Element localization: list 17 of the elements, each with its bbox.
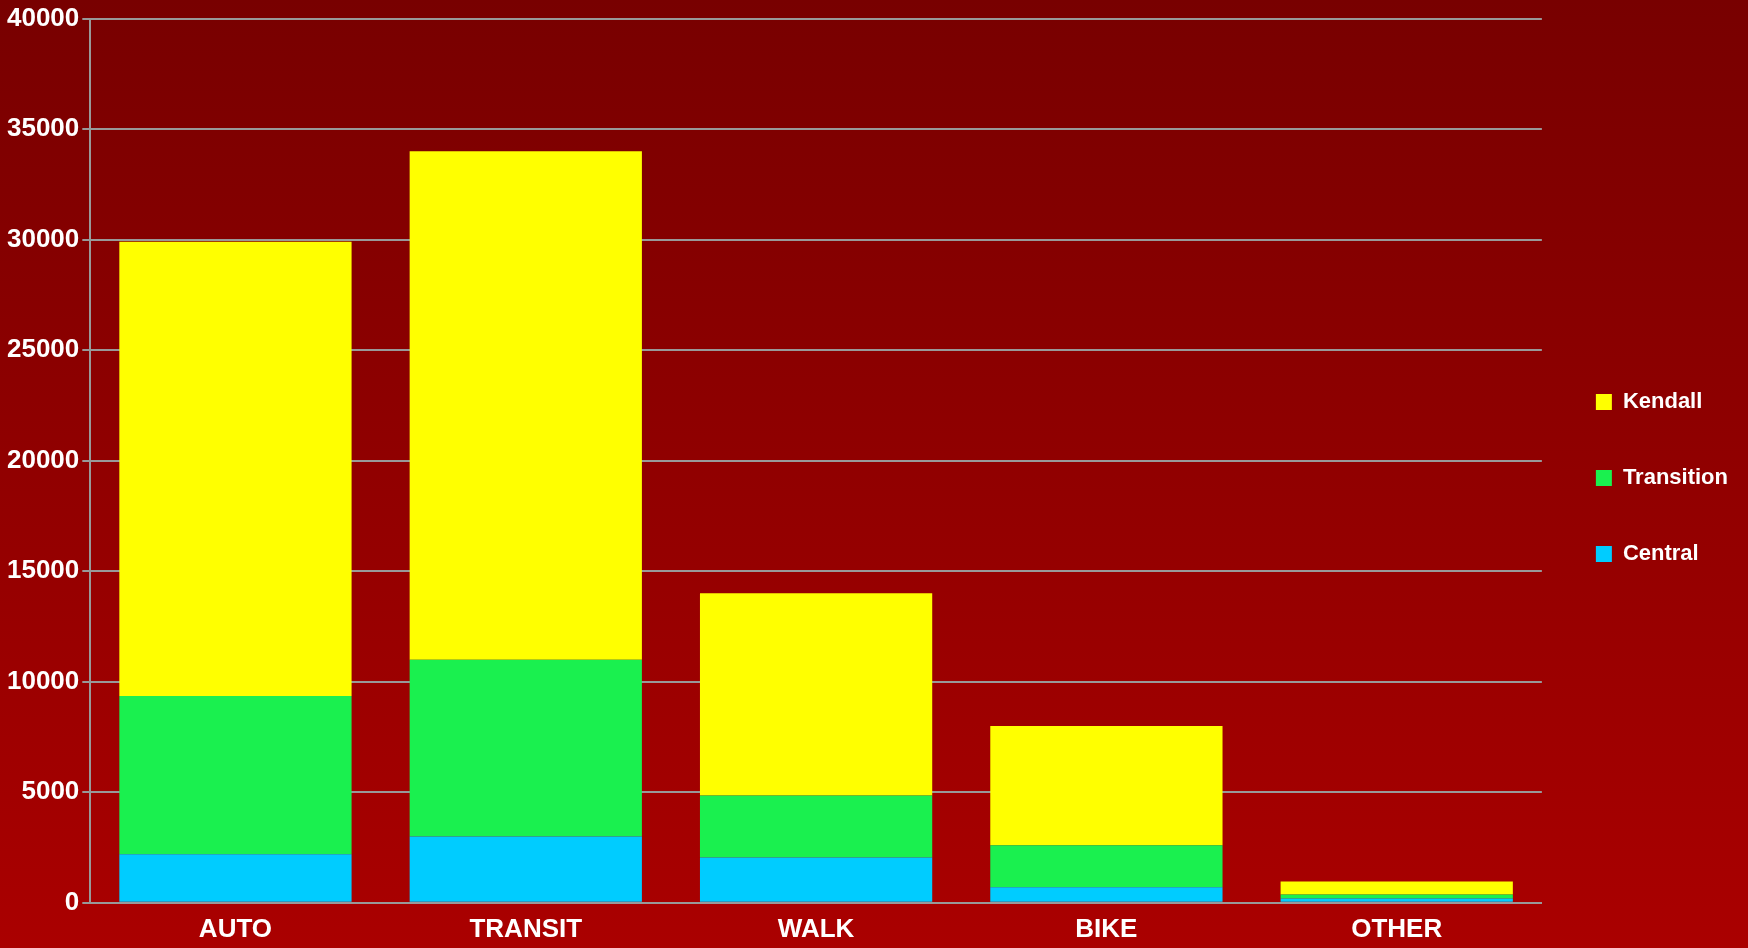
y-tick-label: 20000: [6, 443, 80, 474]
y-tick-label: 15000: [6, 554, 80, 585]
x-tick-label: TRANSIT: [469, 912, 583, 943]
x-tick-label: OTHER: [1351, 912, 1443, 943]
y-tick-label: 35000: [6, 112, 80, 143]
y-tick-label: 40000: [6, 1, 80, 32]
legend-label: Central: [1622, 540, 1699, 566]
y-tick-label: 0: [64, 885, 80, 916]
y-tick-label: 30000: [6, 222, 80, 253]
y-tick-label: 25000: [6, 333, 80, 364]
y-tick-label: 5000: [21, 775, 80, 806]
y-tick-label: 10000: [6, 664, 80, 695]
x-tick-label: BIKE: [1075, 912, 1138, 943]
legend-label: Kendall: [1622, 388, 1703, 414]
x-tick-label: WALK: [777, 912, 855, 943]
legend-label: Transition: [1622, 464, 1728, 490]
x-tick-label: AUTO: [198, 912, 273, 943]
